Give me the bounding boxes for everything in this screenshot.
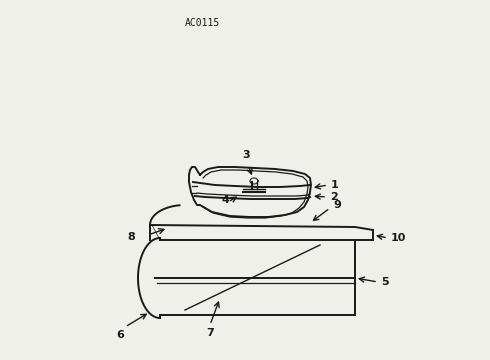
Text: 10: 10 [391,233,406,243]
Text: 5: 5 [381,277,389,287]
Text: 1: 1 [331,180,339,190]
Text: 6: 6 [116,330,124,340]
Text: 9: 9 [333,200,341,210]
Text: 8: 8 [127,232,135,242]
Text: 2: 2 [330,192,338,202]
Text: AC0115: AC0115 [185,18,220,28]
Text: 4: 4 [221,195,229,205]
Text: 3: 3 [242,150,250,160]
Text: 7: 7 [206,328,214,338]
